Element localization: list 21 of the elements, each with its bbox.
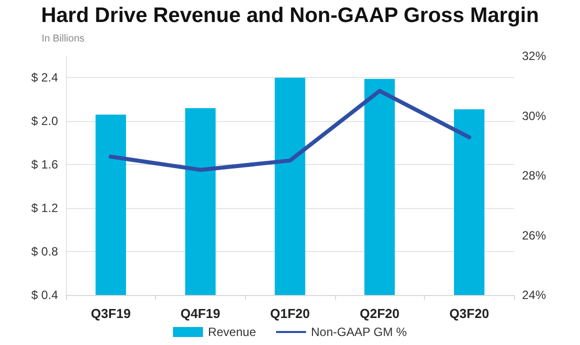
x-tick-label: Q3F19	[90, 306, 131, 321]
x-tick-label: Q3F20	[449, 306, 490, 321]
chart-title: Hard Drive Revenue and Non-GAAP Gross Margin	[41, 4, 539, 27]
x-tick-label: Q2F20	[360, 306, 400, 321]
y-tick-label: $ 2.0	[31, 114, 58, 128]
x-tick-label: Q1F20	[270, 306, 310, 321]
legend-label: Non-GAAP GM %	[311, 325, 408, 339]
y2-tick-label: 28%	[522, 168, 546, 182]
y-tick-label: $ 0.4	[31, 288, 58, 302]
y-tick-label: $ 1.2	[31, 201, 58, 216]
y-tick-label: $ 1.6	[31, 158, 58, 172]
x-tick-label: Q4F19	[180, 306, 220, 321]
y2-tick-label: 30%	[522, 108, 546, 123]
y2-tick-label: 32%	[522, 49, 546, 63]
y-axis-title: In Billions	[42, 34, 84, 44]
y2-tick-label: 26%	[522, 228, 546, 242]
legend-label: Revenue	[208, 325, 256, 339]
y-tick-label: $ 0.8	[31, 244, 58, 259]
line-series	[108, 88, 472, 172]
y-tick-label: $ 2.4	[31, 70, 58, 85]
y2-tick-label: 24%	[522, 288, 546, 302]
